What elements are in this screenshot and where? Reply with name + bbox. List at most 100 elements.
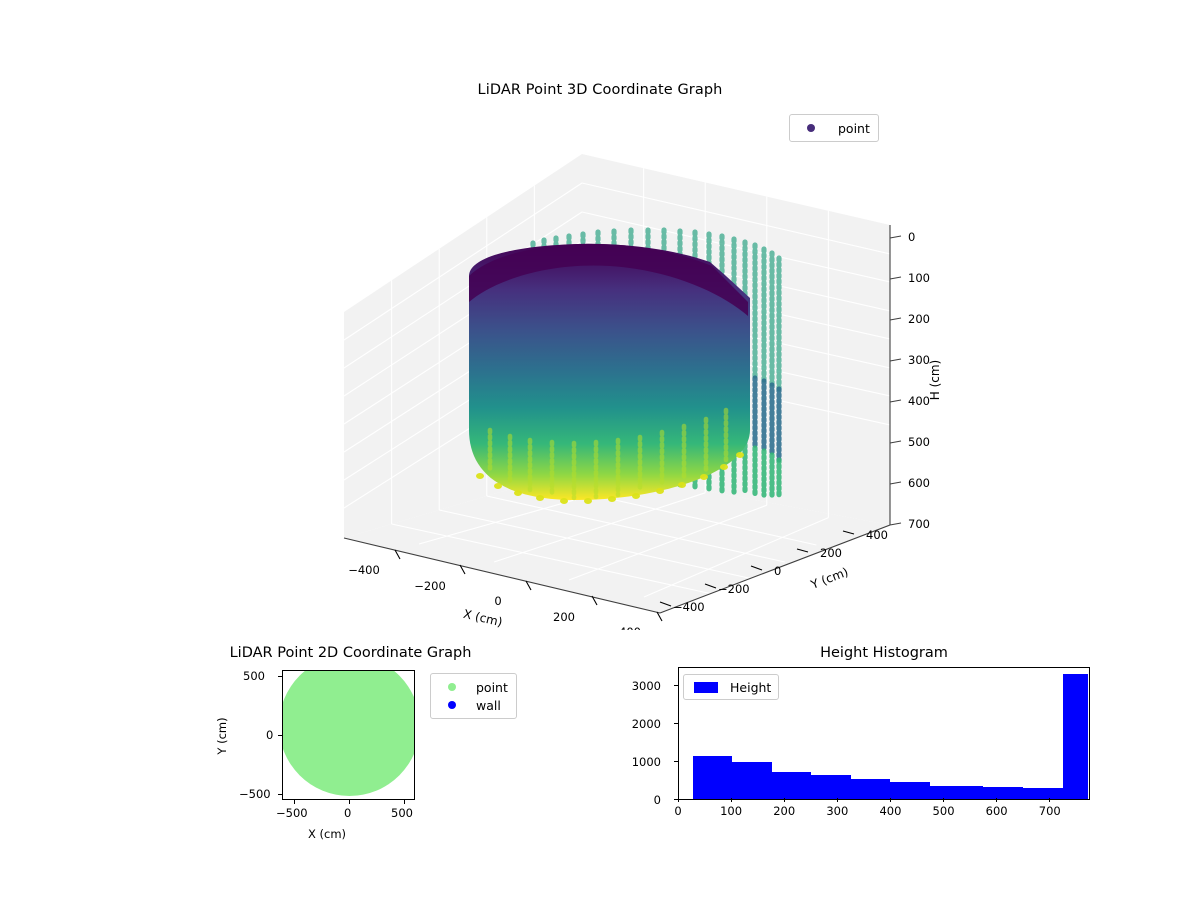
svg-text:200: 200: [553, 610, 575, 624]
legend-item-point[interactable]: point: [798, 119, 870, 137]
x-ticklabel: 600: [985, 804, 1008, 818]
histogram-bar: [851, 778, 891, 799]
x-tick-mark: [730, 798, 732, 802]
svg-text:300: 300: [908, 353, 930, 367]
svg-text:0: 0: [774, 564, 781, 578]
lidar-2d-axes[interactable]: [282, 670, 415, 800]
y-axis-ticklabels: 400 200 0 −200 −400: [673, 528, 888, 614]
legend-label: wall: [476, 697, 501, 713]
plot2d-x-axis-label: X (cm): [307, 827, 347, 841]
svg-text:−400: −400: [673, 600, 705, 614]
svg-text:600: 600: [908, 476, 930, 490]
y-tick-mark: [674, 685, 678, 687]
svg-text:0: 0: [494, 594, 501, 608]
svg-text:−200: −200: [414, 579, 446, 593]
histogram-bar: [1062, 674, 1088, 799]
histogram-bar: [890, 782, 931, 799]
x-ticklabel: 300: [826, 804, 849, 818]
point-marker-icon: [439, 683, 465, 691]
z-axis-ticklabels: 0 100 200 300 400 500 600 700: [908, 230, 930, 531]
lidar-3d-canvas: 0 100 200 300 400 500 600 700 H (cm) −40…: [343, 154, 942, 630]
svg-text:200: 200: [820, 546, 842, 560]
svg-text:400: 400: [908, 394, 930, 408]
x-tick-mark: [293, 800, 295, 804]
lidar-3d-axes[interactable]: 0 100 200 300 400 500 600 700 H (cm) −40…: [330, 130, 950, 630]
y-ticklabel: −500: [239, 787, 271, 801]
legend-item-point[interactable]: point: [439, 678, 508, 696]
plot2d-title: LiDAR Point 2D Coordinate Graph: [229, 645, 472, 661]
axes3d-spines: [343, 225, 891, 614]
y-ticklabel: 1000: [631, 755, 661, 769]
point-cloud-3d: [469, 227, 782, 504]
x-axis-ticklabels: −400 −200 0 200 400: [348, 563, 641, 630]
svg-text:400: 400: [866, 528, 888, 542]
x-ticklabel: 200: [773, 804, 796, 818]
histogram-bar: [1023, 788, 1063, 799]
z-axis-label: H (cm): [928, 360, 942, 401]
y-ticklabel: 3000: [631, 679, 661, 693]
y-tick-mark: [278, 734, 282, 736]
y-tick-mark: [674, 761, 678, 763]
near-scan-striping: [487, 407, 729, 501]
svg-text:200: 200: [908, 312, 930, 326]
x-ticklabel: 500: [932, 804, 955, 818]
x-tick-mark: [836, 798, 838, 802]
legend-label: point: [838, 120, 870, 136]
cylinder-top-rim: [469, 243, 748, 316]
y-tick-mark: [278, 793, 282, 795]
x-tick-mark: [783, 798, 785, 802]
x-tick-mark: [996, 798, 998, 802]
histogram-bar: [732, 762, 772, 799]
x-axis-ticks: [394, 549, 663, 622]
point-marker-icon: [798, 124, 824, 132]
point-cloud-2d: [283, 671, 414, 796]
histogram-bar: [771, 772, 812, 799]
wall-marker-icon: [439, 701, 465, 709]
y-axis-label: Y (cm): [808, 565, 850, 592]
x-ticklabel: 100: [720, 804, 743, 818]
x-tick-mark: [348, 800, 350, 804]
histogram-bar: [811, 774, 852, 799]
y-ticklabel: 500: [243, 669, 265, 683]
histogram-legend[interactable]: Height: [683, 674, 780, 700]
plot3d-legend[interactable]: point: [789, 114, 879, 142]
svg-text:400: 400: [619, 625, 641, 630]
svg-text:700: 700: [908, 517, 930, 531]
x-ticklabel: 700: [1038, 804, 1061, 818]
x-ticklabel: 0: [674, 804, 682, 818]
x-tick-mark: [1049, 798, 1051, 802]
svg-text:0: 0: [908, 230, 915, 244]
x-ticklabel: −500: [276, 806, 308, 820]
height-bar-icon: [691, 681, 721, 693]
cylinder-front-wall: [469, 243, 750, 500]
svg-text:500: 500: [908, 435, 930, 449]
x-tick-mark: [677, 798, 679, 802]
y-ticklabel: 2000: [631, 717, 661, 731]
y-ticklabel: 0: [266, 728, 274, 742]
x-tick-mark: [403, 800, 405, 804]
legend-item-height[interactable]: Height: [691, 678, 771, 696]
svg-text:−200: −200: [718, 582, 750, 596]
plot3d-title: LiDAR Point 3D Coordinate Graph: [477, 82, 723, 98]
histogram-bar: [930, 785, 984, 799]
x-tick-mark: [889, 798, 892, 802]
histogram-bar: [692, 756, 733, 799]
lidar-2d-canvas: [283, 671, 414, 799]
plot2d-legend[interactable]: point wall: [430, 673, 517, 719]
cylinder-bottom-fringe: [476, 452, 744, 504]
y-axis-ticks: [659, 530, 855, 607]
x-ticklabel: 400: [879, 804, 902, 818]
legend-label: point: [476, 679, 508, 695]
x-ticklabel: 0: [344, 806, 352, 820]
x-tick-mark: [943, 798, 945, 802]
histogram-title: Height Histogram: [820, 645, 948, 661]
x-axis-label: X (cm): [462, 607, 504, 630]
legend-item-wall[interactable]: wall: [439, 696, 508, 714]
y-ticklabel: 0: [653, 793, 661, 807]
plot2d-y-axis-label: Y (cm): [215, 717, 229, 755]
y-tick-mark: [278, 675, 282, 677]
svg-text:100: 100: [908, 271, 930, 285]
histogram-bar: [983, 787, 1024, 799]
svg-text:−400: −400: [348, 563, 380, 577]
